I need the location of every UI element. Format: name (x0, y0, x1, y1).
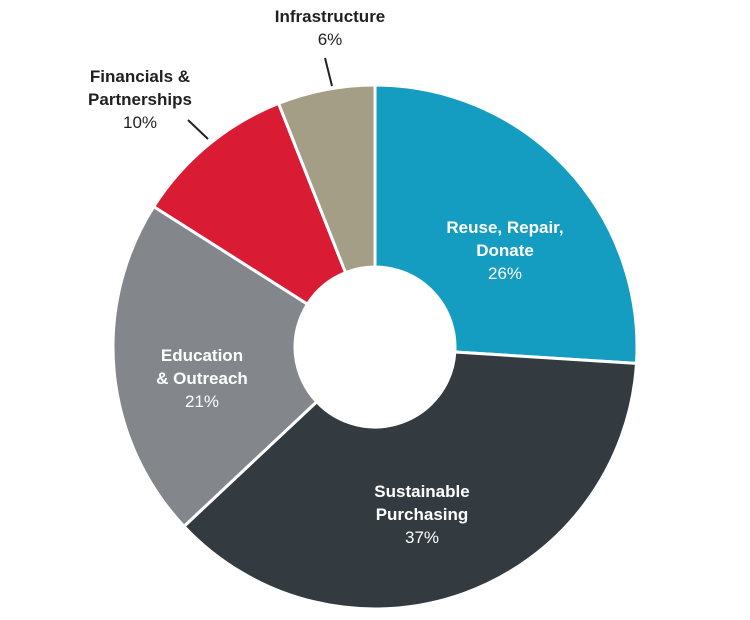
slice-label-education-outreach: & Outreach (156, 369, 248, 388)
data-label-infrastructure: 6% (318, 30, 343, 49)
leader-line-infrastructure (324, 57, 333, 87)
slice-label-sustainable-purchasing: Purchasing (376, 505, 469, 524)
slice-label-financials-partnerships: Partnerships (88, 90, 192, 109)
slice-infrastructure (277, 83, 377, 275)
slice-sustainable-purchasing (182, 350, 638, 611)
slice-label-financials-partnerships: Financials & (90, 67, 190, 86)
slice-label-sustainable-purchasing: Sustainable (374, 482, 469, 501)
slice-reuse-repair-donate (373, 83, 639, 365)
leader-line-financials-partnerships (187, 119, 209, 140)
data-label-sustainable-purchasing: 37% (405, 528, 439, 547)
data-label-education-outreach: 21% (185, 392, 219, 411)
data-label-reuse-repair-donate: 26% (488, 264, 522, 283)
slice-education-outreach (111, 205, 319, 528)
slice-label-reuse-repair-donate: Reuse, Repair, (446, 218, 563, 237)
slice-label-infrastructure: Infrastructure (275, 7, 386, 26)
slice-label-reuse-repair-donate: Donate (476, 241, 534, 260)
data-label-financials-partnerships: 10% (123, 113, 157, 132)
slice-label-education-outreach: Education (161, 346, 243, 365)
